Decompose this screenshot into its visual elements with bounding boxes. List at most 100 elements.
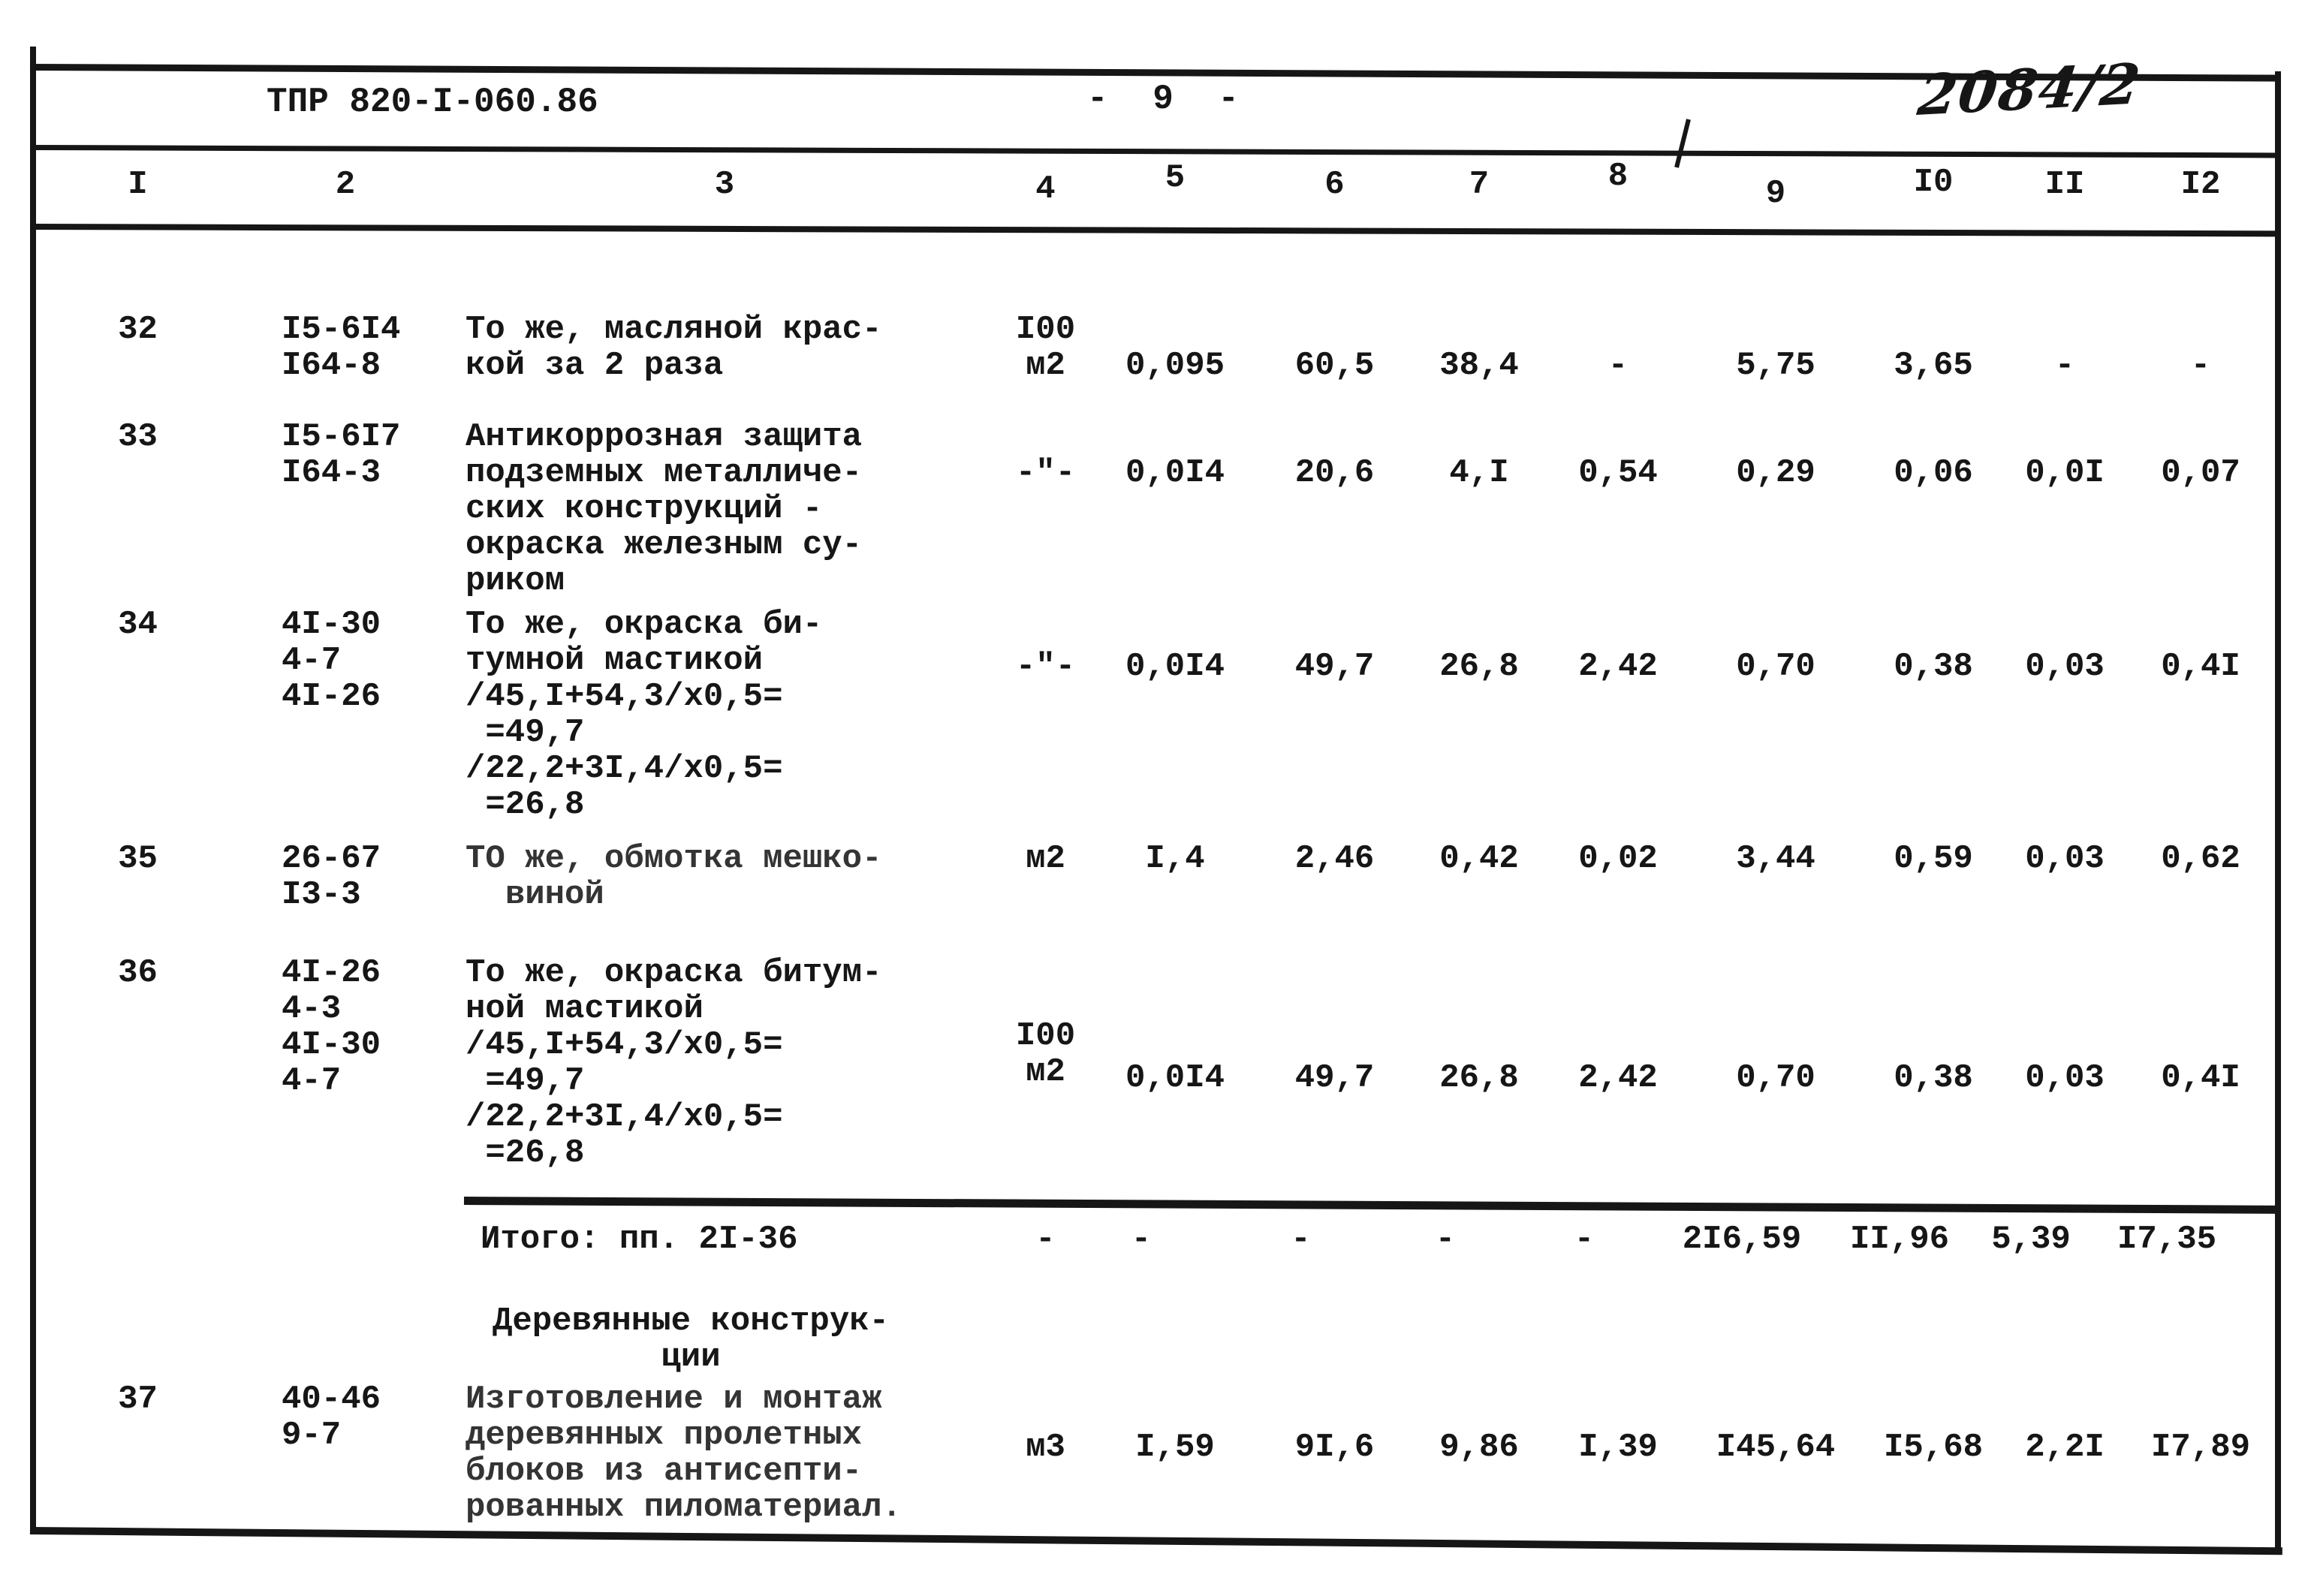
value-cell: 2,42 [1578,1059,1658,1097]
value-cell: 0,0I4 [1125,648,1225,685]
value-cell: 0,59 [1894,840,1973,878]
totals-dash: - [1131,1221,1152,1258]
value-cell: 0,42 [1439,840,1519,878]
value-cell: 60,5 [1294,347,1375,384]
value-cell: 2,46 [1294,840,1375,878]
table-row-37: 37 40-46 9-7 Изготовление и монтаж дерев… [35,1381,2276,1525]
unit-cell: -"- [1015,648,1076,685]
description-cell: То же, окраска битум- ной мастикой /45,I… [466,954,882,1172]
value-cell: 2,2I [2025,1429,2105,1466]
code-cell: 4I-30 4-7 4I-26 [282,606,381,715]
row-number-cell [35,1221,240,1257]
value-cell: 9I,6 [1294,1429,1375,1466]
totals-dash: - [1435,1221,1456,1258]
frame-right-line [2275,71,2281,1549]
table-row-32: 32 I5-6I4 I64-8 То же, масляной крас- ко… [35,312,2276,384]
value-cell: 0,62 [2161,840,2240,878]
code-cell: 40-46 9-7 [282,1381,381,1454]
page-number: - 9 - [1087,80,1252,119]
value-cell: 3,65 [1894,347,1973,384]
table-row-36: 36 4I-26 4-3 4I-30 4-7 То же, окраска би… [35,955,2276,1171]
value-cell: 38,4 [1439,347,1519,384]
value-cell: 0,38 [1894,1059,1973,1097]
column-header-separator-line [29,224,2279,237]
value-cell: 0,70 [1736,1059,1815,1097]
value-cell: I45,64 [1716,1429,1836,1466]
unit-cell: м3 [1026,1429,1065,1466]
column-number-9: 9 [1765,175,1786,212]
row-number-cell: 36 [118,954,158,992]
value-cell: 0,0I [2025,454,2105,492]
code-cell: I5-6I4 I64-8 [282,311,401,384]
value-cell: 0,03 [2025,840,2105,878]
column-number-4: 4 [1035,170,1056,208]
code-cell: I5-6I7 I64-3 [282,418,401,492]
value-cell: 0,06 [1894,454,1973,492]
value-cell: 4,I [1449,454,1509,492]
table-row-34: 34 4I-30 4-7 4I-26 То же, окраска би- ту… [35,607,2276,823]
description-cell: ТО же, обмотка мешко- виной [466,840,882,914]
document-code: ТПР 820-I-060.86 [267,83,598,122]
totals-rule-line [463,1197,2279,1214]
code-cell: 4I-26 4-3 4I-30 4-7 [282,954,381,1100]
value-cell: - [2190,347,2211,384]
totals-row: Итого: пп. 2I-36 - - - - - 2I6,59 II,96 … [35,1221,2276,1257]
value-cell: 0,29 [1736,454,1815,492]
value-cell: 0,03 [2025,648,2105,685]
frame-bottom-line [29,1527,2282,1555]
description-cell: То же, окраска би- тумной мастикой /45,I… [466,606,823,824]
column-number-3: 3 [714,166,735,203]
value-cell: - [1607,347,1629,384]
value-cell: 0,4I [2161,1059,2240,1097]
value-cell: 3,44 [1736,840,1815,878]
value-cell: - [2054,347,2075,384]
value-cell: 0,02 [1578,840,1658,878]
value-cell: 0,0I4 [1125,1059,1225,1097]
value-cell: 20,6 [1294,454,1375,492]
unit-cell: I00 м2 [1015,311,1076,384]
row-number-cell: 34 [118,606,158,643]
value-cell: 5,75 [1736,347,1815,384]
value-cell: 0,0I4 [1125,454,1225,492]
value-cell: 0,54 [1578,454,1658,492]
column-number-12: I2 [2180,166,2221,203]
column-number-10: I0 [1913,164,1954,201]
totals-value-cell: II,96 [1849,1221,1950,1258]
value-cell: 0,07 [2161,454,2240,492]
column-number-6: 6 [1324,166,1345,203]
description-cell: Антикоррозная защита подземных металличе… [466,418,863,600]
handwritten-mark: 2084/2 [1914,51,2145,129]
unit-cell: -"- [1015,454,1076,492]
description-cell: Изготовление и монтаж деревянных пролетн… [466,1381,902,1526]
totals-dash: - [1035,1221,1056,1258]
row-number-cell: 33 [118,418,158,456]
unit-cell: I00 м2 [1015,1017,1076,1091]
value-cell: 0,03 [2025,1059,2105,1097]
totals-value-cell: I7,35 [2117,1221,2217,1258]
code-cell [240,1221,450,1257]
column-number-2: 2 [335,166,356,203]
value-cell: 26,8 [1439,1059,1519,1097]
section-header: Деревянные конструк- ции [492,1302,890,1376]
table-row-35: 35 26-67 I3-3 ТО же, обмотка мешко- вино… [35,841,2276,913]
column-number-5: 5 [1165,159,1186,197]
totals-label: Итого: пп. 2I-36 [481,1221,798,1258]
value-cell: 49,7 [1294,1059,1375,1097]
column-number-8: 8 [1607,158,1629,195]
column-number-11: II [2044,166,2085,203]
row-number-cell: 37 [118,1381,158,1418]
value-cell: I,4 [1145,840,1205,878]
value-cell: 0,70 [1736,648,1815,685]
totals-value-cell: 5,39 [1991,1221,2071,1258]
value-cell: 0,4I [2161,648,2240,685]
value-cell: I,59 [1135,1429,1215,1466]
value-cell: 0,095 [1125,347,1225,384]
value-cell: 2,42 [1578,648,1658,685]
column-header-row: I 2 3 4 5 6 7 8 9 I0 II I2 [35,158,2276,212]
value-cell: I5,68 [1883,1429,1984,1466]
value-cell: 0,38 [1894,648,1973,685]
frame-left-line [30,47,36,1534]
column-number-1: I [128,166,148,203]
totals-dash: - [1574,1221,1595,1258]
